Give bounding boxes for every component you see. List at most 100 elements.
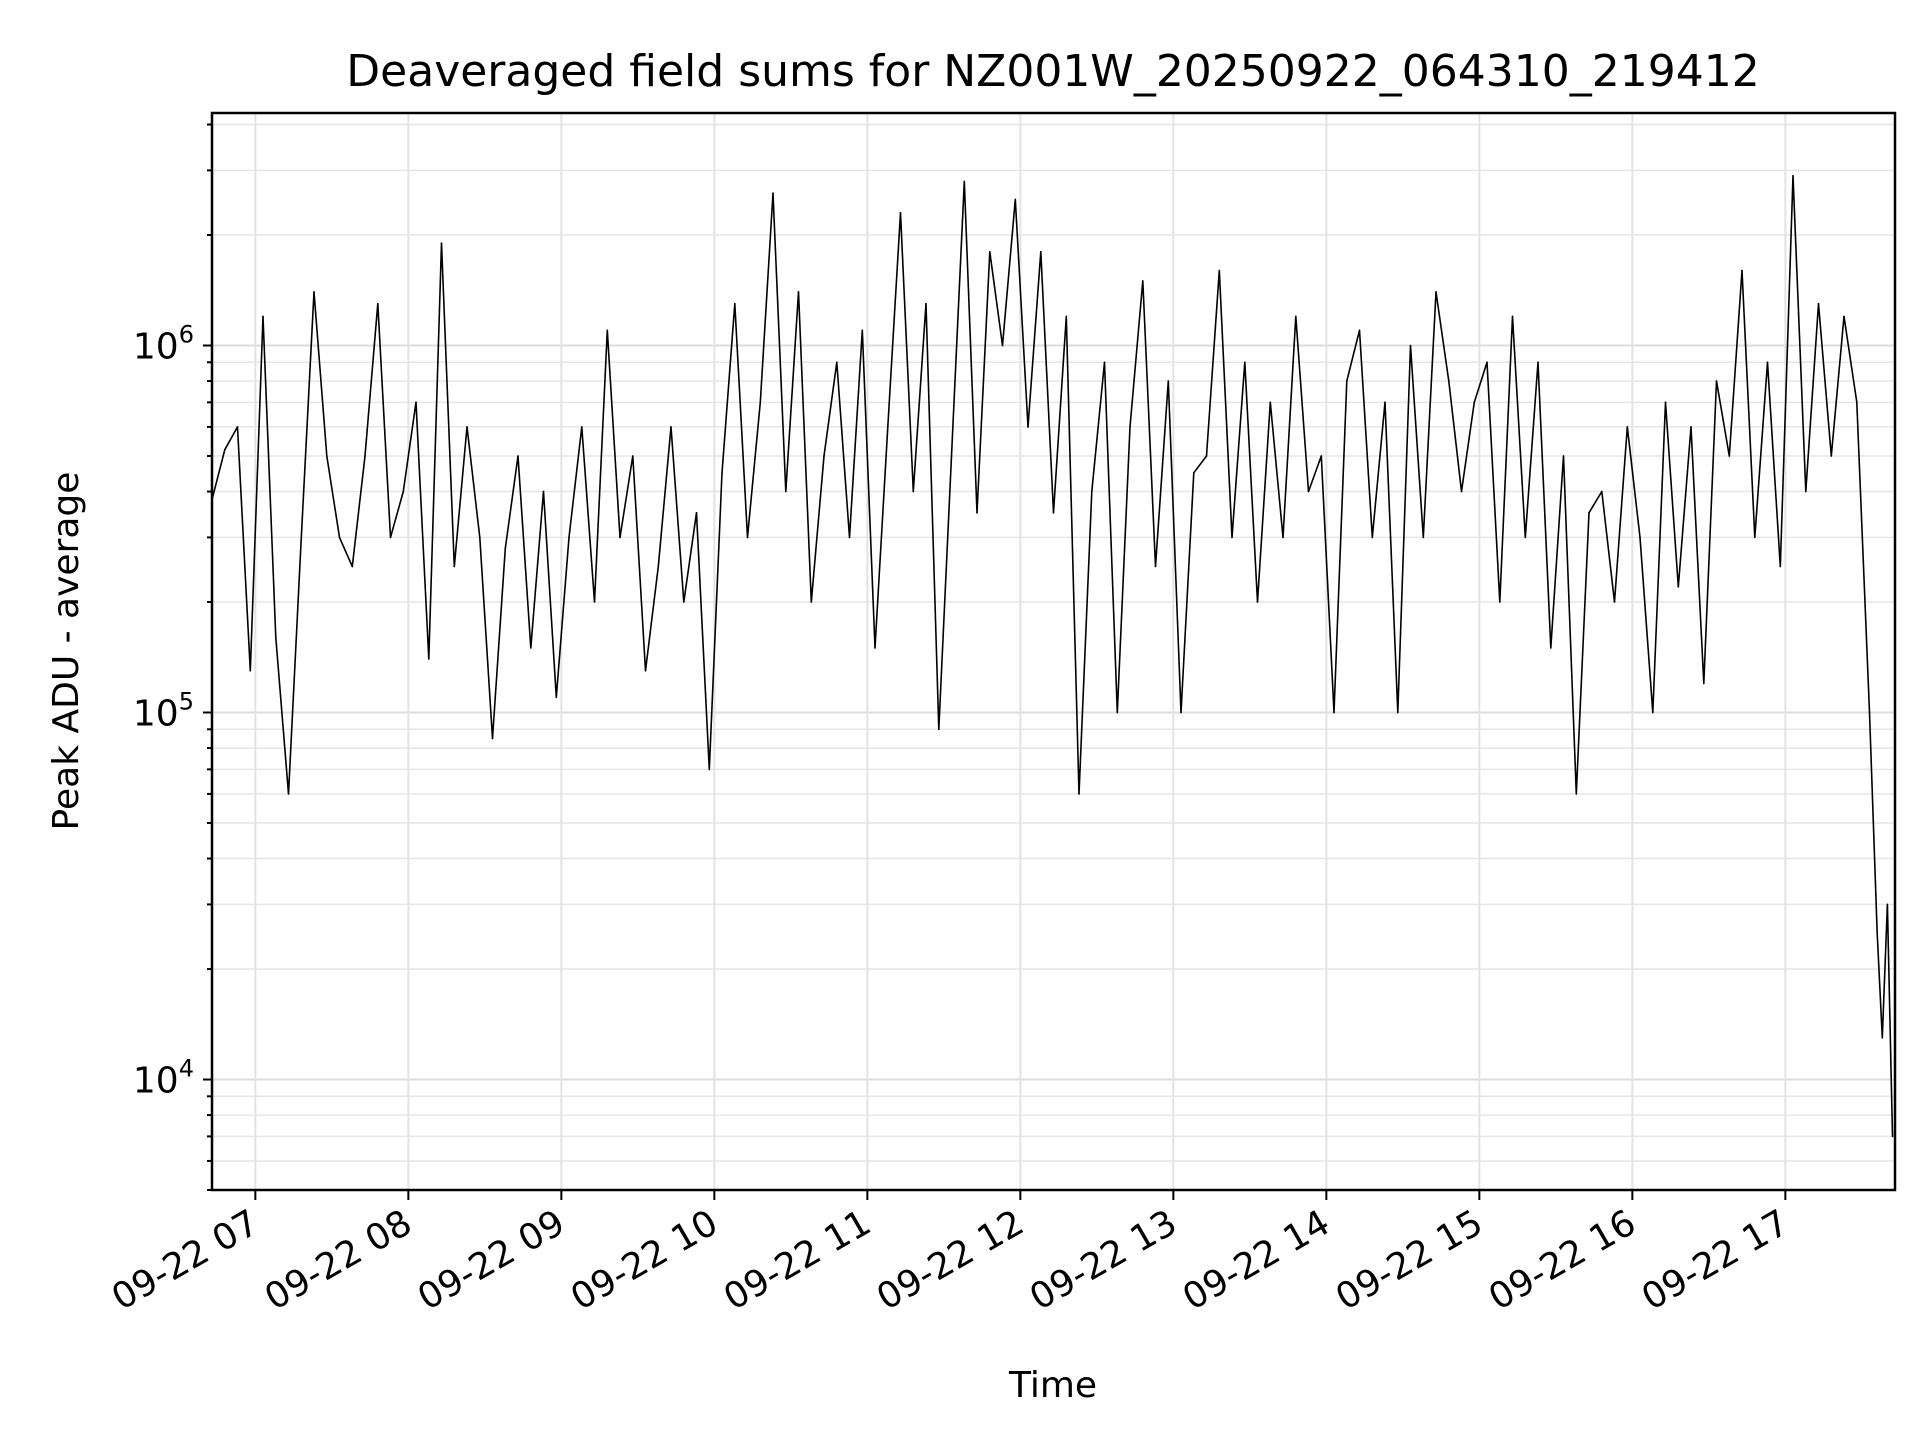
data-point	[1040, 251, 1042, 253]
y-tick-label: 106	[133, 320, 194, 367]
data-point	[1664, 401, 1667, 404]
data-point	[326, 455, 328, 457]
data-point	[1244, 361, 1246, 364]
data-point	[1881, 1036, 1884, 1039]
data-point	[1792, 175, 1794, 177]
data-point	[1193, 472, 1195, 474]
data-point	[568, 536, 570, 539]
y-axis-label: Peak ADU - average	[46, 472, 87, 831]
data-point	[1779, 565, 1782, 568]
data-point	[1269, 401, 1272, 404]
data-point	[772, 192, 774, 194]
data-point	[593, 601, 596, 603]
data-point	[1027, 426, 1029, 428]
data-point	[236, 426, 239, 428]
grid	[212, 113, 1895, 1191]
data-point	[823, 455, 825, 457]
data-point	[1575, 793, 1578, 795]
data-point	[1180, 711, 1182, 714]
data-point	[1652, 711, 1654, 714]
data-point	[275, 636, 277, 639]
data-point	[1690, 426, 1692, 428]
data-point	[1891, 1135, 1894, 1138]
data-point	[734, 302, 736, 305]
data-point	[440, 242, 443, 244]
data-point	[364, 455, 366, 457]
data-point	[1448, 380, 1450, 382]
data-point	[1741, 269, 1743, 272]
data-point	[1116, 711, 1119, 714]
data-point	[1703, 682, 1705, 685]
data-point	[1231, 536, 1233, 539]
data-point	[1435, 291, 1437, 293]
data-point	[1409, 344, 1412, 347]
data-point	[1728, 455, 1731, 457]
data-point	[1715, 380, 1718, 382]
data-point	[504, 547, 507, 550]
data-point	[1486, 361, 1488, 364]
data-point	[377, 302, 379, 305]
data-point	[976, 512, 978, 514]
data-point	[1256, 601, 1259, 603]
data-point	[1639, 536, 1641, 539]
data-point	[262, 315, 264, 318]
data-point	[925, 302, 927, 305]
data-point	[938, 728, 940, 731]
data-point	[313, 291, 315, 293]
data-point	[810, 601, 813, 603]
data-point	[1613, 601, 1616, 603]
data-point	[1384, 401, 1386, 404]
data-point	[1167, 380, 1170, 382]
data-point	[657, 565, 660, 568]
data-point	[670, 426, 672, 428]
data-point	[746, 536, 749, 539]
data-point	[428, 658, 430, 660]
data-point	[1320, 455, 1323, 457]
data-point	[1205, 455, 1208, 457]
data-point	[1499, 601, 1501, 603]
chart-title: Deaveraged field sums for NZ001W_2025092…	[346, 46, 1759, 97]
data-point	[517, 455, 519, 457]
data-point	[1358, 329, 1361, 332]
data-point	[1562, 455, 1565, 457]
data-point	[1371, 536, 1374, 539]
y-tick-label: 105	[133, 688, 194, 735]
plot-frame	[210, 111, 1897, 1192]
data-point	[861, 329, 864, 332]
data-point	[1091, 490, 1093, 493]
data-point	[1282, 536, 1284, 539]
data-point	[874, 647, 876, 649]
data-point	[479, 536, 481, 539]
data-point	[1129, 426, 1131, 428]
data-point	[1766, 361, 1769, 364]
data-point	[1295, 315, 1297, 318]
data-point	[1830, 455, 1833, 457]
data-point	[785, 490, 787, 493]
data-point	[721, 472, 723, 474]
data-point	[963, 180, 966, 183]
data-point	[415, 401, 417, 404]
data-point	[491, 737, 494, 740]
data-point	[1142, 280, 1144, 282]
data-point	[542, 490, 545, 493]
data-point	[1103, 361, 1106, 364]
data-point	[1537, 361, 1539, 364]
data-point	[887, 426, 889, 428]
data-point	[695, 512, 698, 514]
data-point	[402, 490, 405, 493]
data-point	[224, 448, 226, 451]
data-point	[1817, 302, 1820, 305]
data-point	[606, 329, 609, 332]
data-point	[848, 536, 851, 539]
data-point	[912, 490, 915, 493]
data-point	[619, 536, 621, 539]
data-point	[759, 401, 762, 404]
data-point	[389, 536, 392, 539]
data-point	[1397, 711, 1399, 714]
data-point	[300, 536, 303, 539]
data-point	[1876, 932, 1878, 935]
data-point	[1473, 401, 1476, 404]
data-point	[466, 426, 468, 428]
data-point	[1422, 536, 1425, 539]
